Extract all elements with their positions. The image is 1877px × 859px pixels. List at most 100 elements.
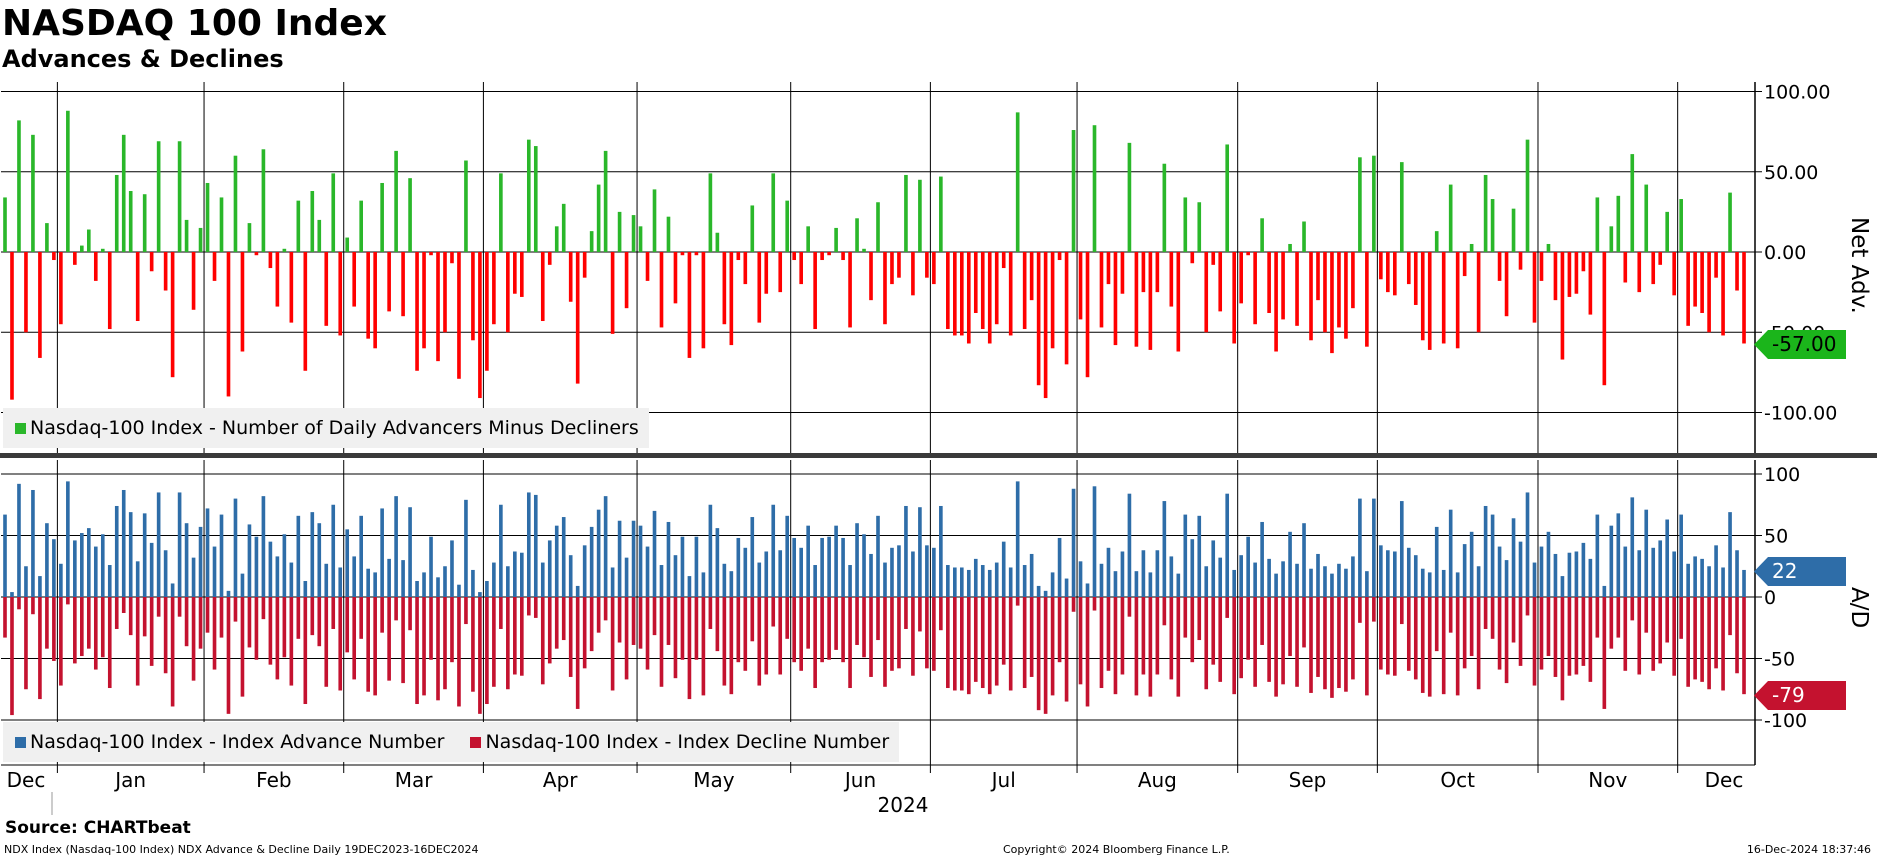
bar-decline-110 — [771, 597, 776, 627]
bar-decline-191 — [1337, 597, 1341, 689]
bar-decline-96 — [673, 597, 678, 679]
bar-decline-194 — [1358, 597, 1362, 623]
y-tick-label-bottom: -50 — [1764, 649, 1795, 671]
bar-decline-203 — [1420, 597, 1425, 693]
bar-net-173 — [1211, 252, 1216, 265]
bar-net-50 — [352, 252, 357, 307]
bar-net-81 — [568, 252, 573, 302]
bar-net-30 — [212, 252, 217, 281]
bar-net-168 — [1176, 252, 1181, 352]
bar-advance-96 — [673, 555, 678, 597]
bar-net-187 — [1309, 252, 1313, 341]
bar-advance-223 — [1560, 576, 1565, 597]
bar-decline-249 — [1742, 597, 1746, 695]
bar-advance-212 — [1483, 505, 1488, 597]
last-value-tag-decline: -79 — [1754, 681, 1846, 710]
bar-advance-63 — [443, 566, 447, 597]
bar-decline-131 — [918, 597, 922, 632]
bar-net-59 — [415, 252, 419, 371]
bar-advance-15 — [107, 565, 112, 597]
bar-advance-243 — [1700, 558, 1704, 597]
bar-decline-233 — [1630, 597, 1635, 621]
legend-swatch-red — [470, 737, 482, 748]
bar-decline-219 — [1532, 597, 1537, 686]
bar-net-167 — [1169, 252, 1174, 307]
bar-decline-98 — [687, 597, 692, 700]
bar-net-179 — [1253, 252, 1257, 325]
bar-net-120 — [841, 252, 845, 261]
bar-net-188 — [1316, 252, 1320, 301]
bar-net-176 — [1232, 252, 1236, 344]
bar-advance-151 — [1057, 537, 1062, 597]
bar-decline-236 — [1651, 597, 1656, 671]
legend-item-decline: Nasdaq-100 Index - Index Decline Number — [470, 722, 889, 762]
bar-advance-149 — [1043, 590, 1048, 597]
bar-decline-217 — [1518, 597, 1523, 666]
bar-net-77 — [540, 252, 545, 322]
bar-net-91 — [638, 226, 643, 252]
bar-net-152 — [1064, 252, 1069, 365]
bar-decline-128 — [897, 597, 901, 669]
bar-net-185 — [1295, 252, 1299, 326]
bar-net-28 — [198, 227, 203, 252]
bar-advance-215 — [1504, 560, 1509, 597]
bar-advance-80 — [561, 517, 566, 597]
bar-advance-162 — [1134, 571, 1139, 597]
bar-advance-88 — [617, 520, 622, 597]
bar-decline-85 — [596, 597, 601, 633]
bar-advance-82 — [575, 585, 580, 597]
bar-advance-221 — [1546, 531, 1551, 597]
bar-decline-229 — [1602, 597, 1607, 709]
y-tick-label-bottom: 50 — [1764, 526, 1788, 548]
bar-advance-186 — [1302, 523, 1306, 597]
bar-advance-43 — [303, 581, 308, 597]
bar-decline-188 — [1316, 597, 1320, 677]
bar-net-165 — [1155, 252, 1160, 293]
bar-net-9 — [66, 110, 70, 252]
bar-advance-24 — [170, 583, 175, 597]
bar-net-145 — [1015, 112, 1020, 253]
bar-net-162 — [1134, 252, 1139, 347]
bar-decline-29 — [205, 597, 210, 633]
bar-net-92 — [645, 252, 650, 281]
bar-advance-31 — [219, 514, 224, 597]
bar-advance-86 — [603, 496, 608, 597]
bar-decline-134 — [939, 597, 943, 631]
bar-advance-210 — [1469, 531, 1474, 597]
bar-net-83 — [582, 252, 587, 278]
bar-decline-22 — [156, 597, 161, 617]
bar-decline-220 — [1539, 597, 1544, 670]
bar-advance-148 — [1036, 585, 1041, 597]
axes: 100.0050.000.00-50.00-100.00100500-50-10… — [0, 82, 1877, 817]
y-tick-label-bottom: -100 — [1764, 710, 1807, 732]
bar-net-154 — [1078, 252, 1083, 320]
bar-net-117 — [820, 252, 824, 261]
bar-advance-159 — [1113, 571, 1118, 597]
bar-advance-156 — [1092, 486, 1097, 597]
bar-advance-178 — [1246, 536, 1250, 597]
bar-decline-106 — [743, 597, 748, 671]
y-tick-label-top: 0.00 — [1764, 242, 1806, 264]
bar-advance-66 — [464, 499, 468, 597]
bar-net-107 — [750, 205, 755, 252]
bar-decline-225 — [1574, 597, 1579, 675]
bar-advance-42 — [296, 515, 301, 597]
chart-subtitle: Advances & Declines — [2, 45, 284, 73]
bar-advance-1 — [10, 592, 14, 597]
bar-advance-90 — [631, 520, 636, 597]
month-label: May — [693, 768, 735, 792]
bar-net-183 — [1281, 252, 1285, 320]
bar-advance-227 — [1588, 558, 1593, 597]
bar-decline-244 — [1707, 597, 1711, 690]
bar-net-57 — [401, 252, 405, 317]
bar-decline-61 — [429, 597, 433, 660]
bar-decline-91 — [638, 597, 643, 649]
bar-net-98 — [687, 252, 692, 358]
bar-decline-36 — [254, 597, 259, 660]
bar-advance-114 — [799, 547, 803, 597]
bar-decline-7 — [52, 597, 56, 661]
bar-net-220 — [1539, 252, 1544, 281]
bar-advance-112 — [785, 515, 790, 597]
bar-advance-55 — [387, 558, 391, 597]
bar-net-53 — [373, 252, 377, 349]
